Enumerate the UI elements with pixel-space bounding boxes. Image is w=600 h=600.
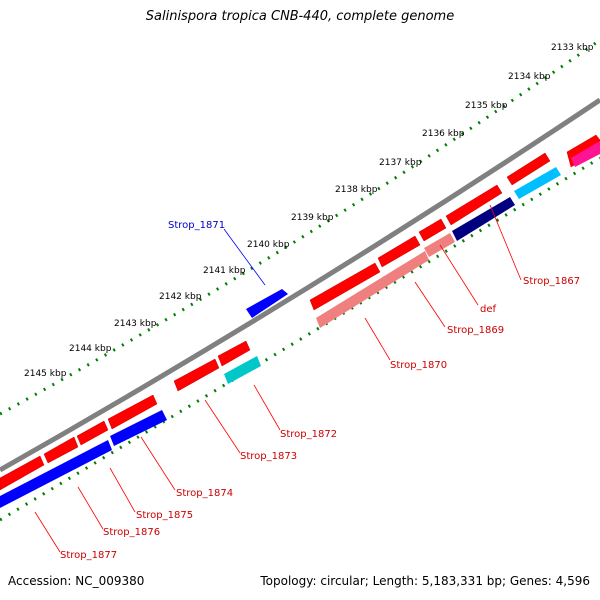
gene-block[interactable] (43, 436, 79, 464)
gene-block[interactable] (316, 251, 429, 328)
gene-block[interactable] (377, 235, 421, 268)
tick-label: 2133 kbp (551, 43, 594, 53)
gene-block[interactable] (452, 197, 515, 241)
leader-line (77, 486, 104, 530)
genome-summary: Topology: circular; Length: 5,183,331 bp… (260, 574, 590, 588)
leader-lines (34, 204, 522, 553)
gene-label-def[interactable]: def (480, 304, 497, 315)
tick-label: 2143 kbp (114, 319, 157, 329)
gene-label-strop-1877[interactable]: Strop_1877 (60, 550, 117, 561)
gene-block[interactable] (0, 440, 112, 508)
red-cds-row (0, 134, 600, 491)
accession-text: Accession: NC_009380 (8, 574, 145, 588)
lower-cds-row (0, 141, 600, 508)
gene-block[interactable] (224, 356, 261, 384)
gene-label-strop-1869[interactable]: Strop_1869 (447, 325, 504, 336)
tick-label: 2144 kbp (69, 344, 112, 354)
tick-label: 2136 kbp (422, 129, 465, 139)
gene-block[interactable] (418, 218, 447, 242)
leader-line (223, 228, 266, 286)
tick-label: 2138 kbp (335, 185, 378, 195)
inner-tick-ring (0, 156, 600, 522)
leader-line (109, 467, 136, 513)
leader-line (439, 244, 479, 306)
gene-label-strop-1872[interactable]: Strop_1872 (280, 429, 337, 440)
gene-block[interactable] (514, 167, 561, 199)
gene-labels: Strop_1871 Strop_1867 def Strop_1869 Str… (60, 220, 580, 561)
gene-block[interactable] (76, 420, 109, 446)
gene-block[interactable] (445, 184, 503, 226)
gene-block[interactable] (173, 358, 220, 392)
gene-label-strop-1871[interactable]: Strop_1871 (168, 220, 225, 231)
genome-backbone (0, 97, 600, 473)
leader-line (253, 384, 281, 431)
gene-label-strop-1870[interactable]: Strop_1870 (390, 360, 447, 371)
gene-block[interactable] (0, 455, 45, 491)
genome-title: Salinispora tropica CNB-440, complete ge… (145, 9, 455, 24)
gene-label-strop-1876[interactable]: Strop_1876 (103, 527, 160, 538)
gene-block[interactable] (506, 152, 551, 186)
gene-block[interactable] (424, 233, 455, 257)
leader-line (414, 281, 446, 328)
gene-label-strop-1874[interactable]: Strop_1874 (176, 488, 233, 499)
leader-line (489, 204, 522, 281)
gene-block[interactable] (309, 262, 381, 311)
tick-label: 2135 kbp (465, 101, 508, 111)
gene-label-strop-1875[interactable]: Strop_1875 (136, 510, 193, 521)
tick-labels: 2133 kbp 2134 kbp 2135 kbp 2136 kbp 2137… (24, 43, 594, 379)
gene-block[interactable] (217, 340, 251, 367)
tick-label: 2137 kbp (379, 158, 422, 168)
leader-line (140, 436, 176, 491)
tick-label: 2145 kbp (24, 369, 67, 379)
tick-label: 2139 kbp (291, 213, 334, 223)
tick-label: 2142 kbp (159, 292, 202, 302)
gene-block[interactable] (110, 410, 167, 446)
leader-line (204, 399, 241, 454)
gene-block[interactable] (571, 141, 600, 167)
tick-label: 2141 kbp (203, 266, 246, 276)
leader-line (364, 317, 391, 361)
gene-strop-1871[interactable] (246, 289, 288, 318)
tick-label: 2134 kbp (508, 72, 551, 82)
gene-block[interactable] (107, 394, 158, 430)
gene-label-strop-1873[interactable]: Strop_1873 (240, 451, 297, 462)
tick-label: 2140 kbp (247, 240, 290, 250)
outer-tick-ring (0, 38, 600, 416)
leader-line (34, 511, 61, 553)
gene-label-strop-1867[interactable]: Strop_1867 (523, 276, 580, 287)
